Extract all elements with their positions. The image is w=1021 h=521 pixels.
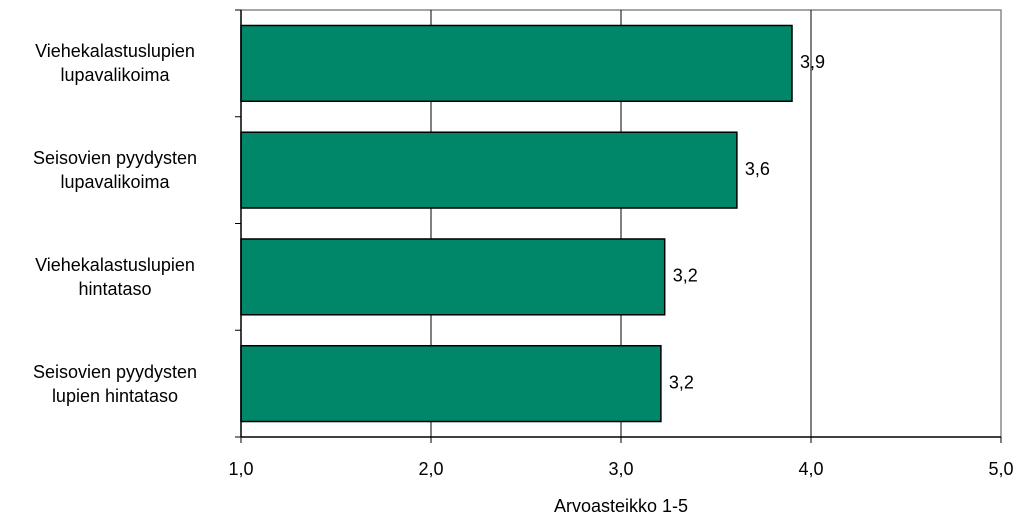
data-label: 3,9 [800,52,825,72]
x-tick-label: 5,0 [988,459,1013,479]
x-tick-label: 3,0 [608,459,633,479]
y-tick-label: Seisovien pyydysten lupien hintataso [32,361,198,406]
x-tick-label: 1,0 [228,459,253,479]
y-tick-label: Viehekalastuslupien lupavalikoima [35,41,195,86]
x-axis-title: Arvoasteikko 1-5 [554,496,688,516]
bar [240,238,666,316]
plot-frame [241,9,1002,437]
x-tick-label: 4,0 [798,459,823,479]
bar [240,344,662,423]
data-label: 3,2 [669,372,694,392]
x-tick-label: 2,0 [418,459,443,479]
bar [240,131,738,209]
data-label: 3,2 [673,266,698,286]
data-label: 3,6 [745,159,770,179]
y-tick-label: Viehekalastuslupien hintataso [35,254,195,299]
bar [240,24,793,103]
y-tick-label: Seisovien pyydysten lupavalikoima [32,148,198,193]
